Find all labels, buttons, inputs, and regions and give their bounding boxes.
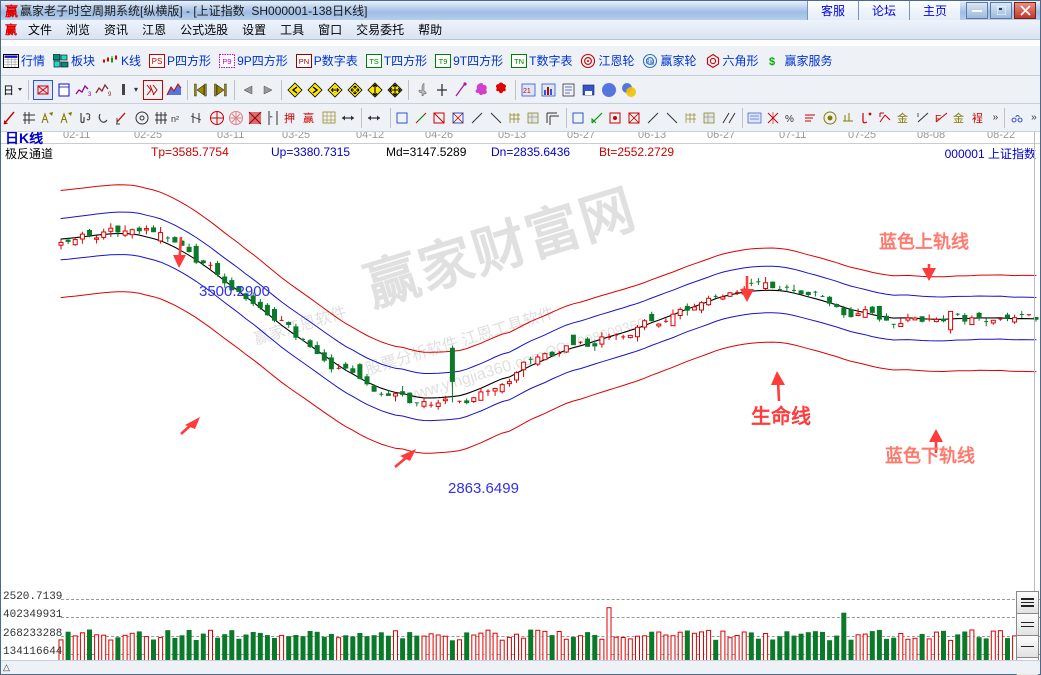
svg-text:日: 日 [3, 85, 14, 97]
svg-text:P9: P9 [222, 57, 231, 66]
svg-text:TN: TN [514, 57, 524, 66]
svg-text:F: F [935, 114, 941, 125]
svg-text:%: % [785, 114, 794, 125]
svg-text:": " [270, 116, 273, 123]
svg-text:3: 3 [88, 92, 92, 97]
svg-text:$: $ [769, 56, 775, 68]
svg-text:押: 押 [284, 111, 295, 125]
svg-text:PS: PS [152, 57, 163, 66]
svg-text:T9: T9 [439, 57, 448, 66]
svg-text:TS: TS [369, 57, 379, 66]
svg-text:PN: PN [299, 57, 309, 66]
svg-text:Big: Big [646, 59, 655, 65]
svg-text:金: 金 [953, 111, 964, 125]
svg-text:9: 9 [108, 92, 112, 97]
svg-text:n²: n² [171, 114, 179, 124]
svg-text:金: 金 [897, 111, 908, 125]
svg-text:21: 21 [523, 88, 531, 95]
svg-text:裎: 裎 [972, 111, 983, 125]
svg-text:赢: 赢 [303, 111, 314, 125]
